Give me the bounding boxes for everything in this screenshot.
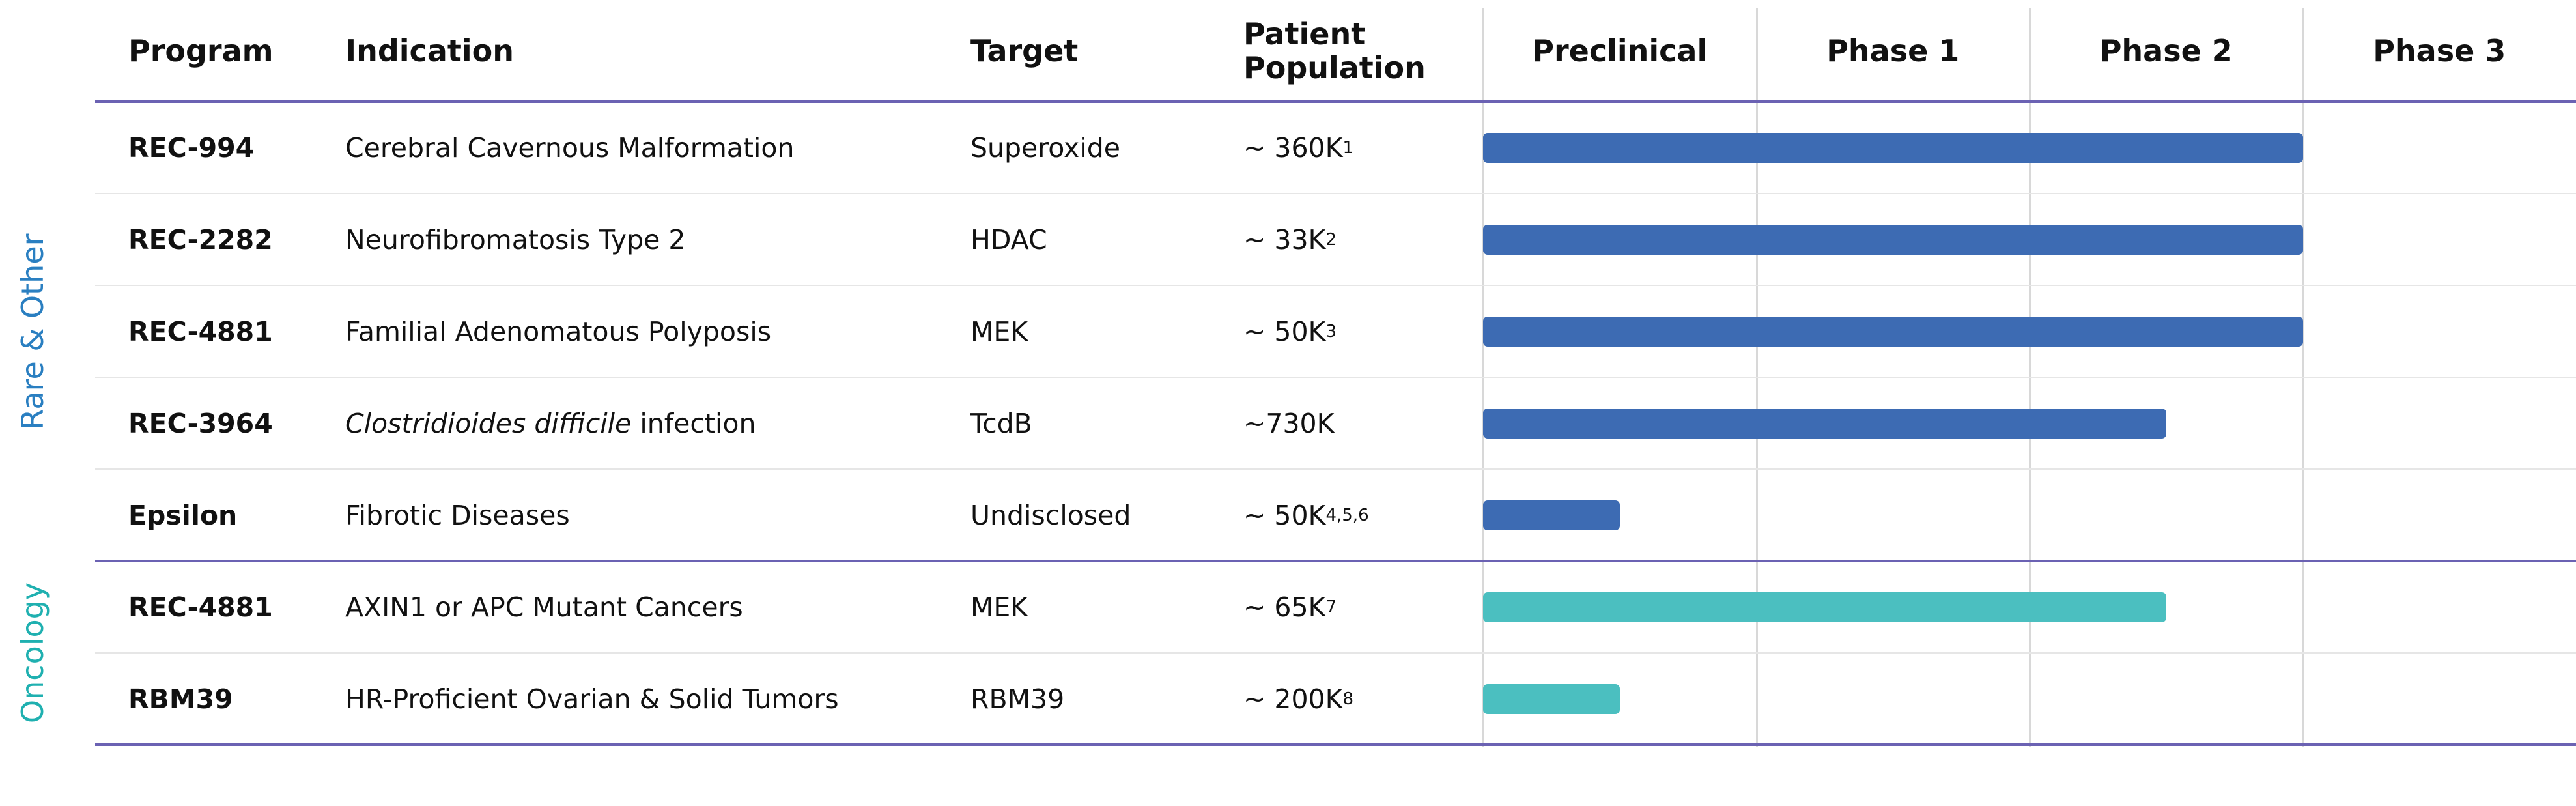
target-cell: Undisclosed [970,469,1131,561]
column-header: Target [970,0,1361,102]
target: Superoxide [970,132,1120,164]
population: ~ 50K [1243,499,1326,531]
group-rule [95,560,2576,562]
population-cell: ~ 200K 8 [1243,683,1354,715]
program: REC-994 [128,132,255,164]
indication-cell: AXIN1 or APC Mutant Cancers [345,561,743,653]
target: MEK [970,591,1028,623]
program: Epsilon [128,499,238,531]
population: ~730K [1243,407,1335,439]
program: REC-2282 [128,223,273,255]
population: ~ 65K [1243,591,1326,623]
program: RBM39 [128,683,233,715]
target-cell: RBM39 [970,653,1064,745]
column-header: Indication [345,0,736,102]
column-header: Program [128,0,519,102]
column-header: Patient Population [1243,0,1439,102]
population-cell: ~ 33K 2 [1243,223,1337,255]
indication-cell: Cerebral Cavernous Malformation [345,102,794,194]
progress-bar [1483,684,1620,714]
program-cell: REC-2282 [128,194,273,285]
indication-cell: Fibrotic Diseases [345,469,570,561]
stage-header: Preclinical [1532,33,1708,68]
header-rule [95,100,2576,103]
population-cell: ~ 360K 1 [1243,132,1354,164]
stage-divider [2029,8,2031,747]
program-cell: RBM39 [128,653,233,745]
program-cell: Epsilon [128,469,237,561]
target: MEK [970,315,1028,347]
target-cell: MEK [970,285,1028,377]
program-cell: REC-3964 [128,377,273,469]
column-header-text: Program [128,33,274,68]
column-header-text: Target [970,33,1079,68]
progress-bar [1483,132,2303,163]
stage-divider [1482,8,1484,747]
target: TcdB [970,407,1032,439]
stage-header: Phase 1 [1826,33,1960,68]
column-header-text: Indication [345,33,514,68]
row-rule [95,377,2576,378]
progress-bar [1483,500,1620,530]
population-cell: ~ 65K 7 [1243,591,1337,623]
population: ~ 200K [1243,683,1343,715]
indication-cell: Familial Adenomatous Polyposis [345,285,771,377]
indication-cell: Clostridioides difficile infection [345,377,756,469]
program-cell: REC-4881 [128,561,273,653]
row-rule [95,652,2576,654]
stage-header: Phase 2 [2099,33,2233,68]
indication: infection [631,407,756,439]
population: ~ 360K [1243,132,1343,164]
indication-italic: Clostridioides difficile [345,407,632,439]
column-header-text: Patient Population [1243,16,1426,85]
program: REC-4881 [128,315,273,347]
indication: Cerebral Cavernous Malformation [345,132,795,164]
stage-header: Phase 3 [2373,33,2506,68]
group-rule [95,743,2576,746]
progress-bar [1483,408,2166,439]
group-label: Oncology [15,582,50,724]
indication: Fibrotic Diseases [345,499,570,531]
target-cell: TcdB [970,377,1032,469]
program-cell: REC-994 [128,102,254,194]
population-cell: ~ 50K 4,5,6 [1243,499,1369,531]
progress-bar [1483,224,2303,255]
row-rule [95,468,2576,470]
indication: Neurofibromatosis Type 2 [345,223,686,255]
row-rule [95,285,2576,286]
group-label: Rare & Other [15,233,50,430]
indication: AXIN1 or APC Mutant Cancers [345,591,743,623]
row-rule [95,193,2576,194]
population-cell: ~ 50K 3 [1243,315,1337,347]
population: ~ 33K [1243,223,1326,255]
target: HDAC [970,223,1047,255]
indication: Familial Adenomatous Polyposis [345,315,772,347]
target: RBM39 [970,683,1065,715]
stage-divider [2302,8,2304,747]
program-cell: REC-4881 [128,285,273,377]
program: REC-3964 [128,407,273,439]
population: ~ 50K [1243,315,1326,347]
target-cell: HDAC [970,194,1047,285]
population-cell: ~730K [1243,377,1335,469]
indication-cell: HR-Proficient Ovarian & Solid Tumors [345,653,839,745]
target-cell: MEK [970,561,1028,653]
program: REC-4881 [128,591,273,623]
target-cell: Superoxide [970,102,1120,194]
indication-cell: Neurofibromatosis Type 2 [345,194,685,285]
progress-bar [1483,592,2166,622]
stage-divider [1755,8,1758,747]
progress-bar [1483,316,2303,347]
target: Undisclosed [970,499,1131,531]
indication: HR-Proficient Ovarian & Solid Tumors [345,683,839,715]
